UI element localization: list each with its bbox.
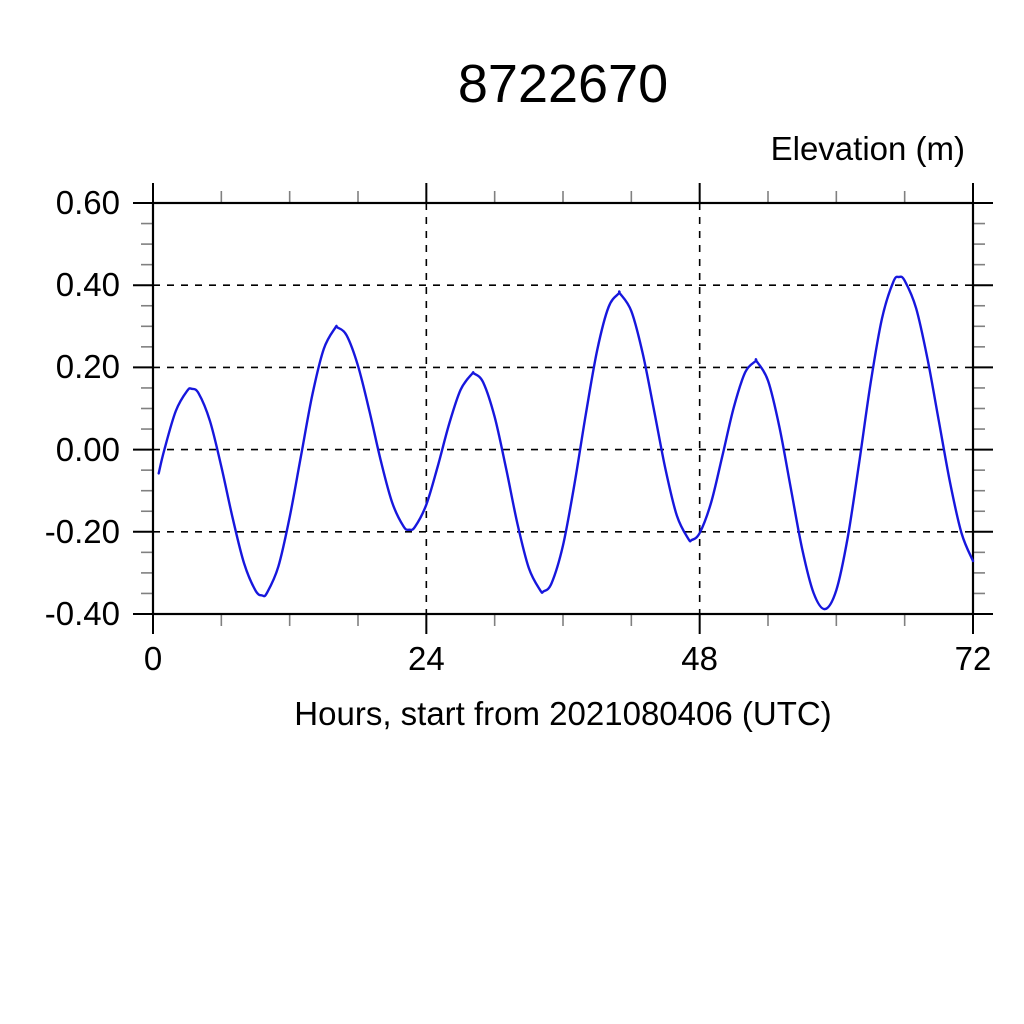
y-tick-label: 0.00 (55, 430, 120, 468)
chart-title: 8722670 (457, 54, 669, 114)
x-tick-label: 24 (407, 640, 445, 677)
x-axis-title: Hours, start from 2021080406 (UTC) (294, 695, 832, 732)
x-tick-label: 48 (681, 640, 719, 677)
x-tick-label: 72 (954, 640, 992, 677)
plot-frame (151, 201, 975, 616)
x-tick-label: 0 (143, 640, 163, 677)
y-tick-label: 0.40 (55, 266, 120, 304)
elevation-curve (157, 275, 975, 611)
y-axis-title: Elevation (m) (770, 130, 965, 167)
y-tick-label: 0.20 (55, 348, 120, 386)
y-tick-label: -0.20 (44, 512, 120, 550)
y-tick-label: -0.40 (44, 595, 120, 632)
y-tick-label: 0.60 (55, 184, 120, 221)
